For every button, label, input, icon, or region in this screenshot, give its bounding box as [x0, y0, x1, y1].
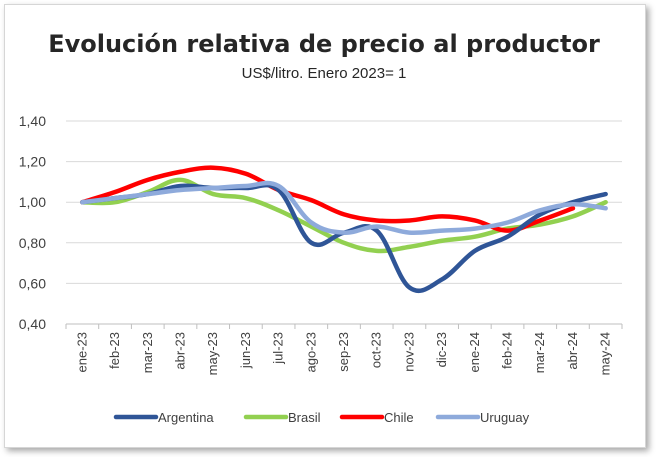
x-tick-label: ene-23	[74, 332, 89, 372]
y-tick-label: 1,40	[19, 113, 46, 129]
x-tick-label: dic-23	[434, 332, 449, 367]
legend-label-brasil: Brasil	[288, 410, 321, 425]
y-tick-label: 0,60	[19, 275, 46, 291]
x-tick-label: ago-23	[303, 332, 318, 372]
y-axis-ticks: 0,40 0,60 0,80 1,00 1,20 1,40	[19, 113, 46, 332]
x-tick-label: feb-24	[500, 332, 515, 369]
x-tick-label: nov-23	[401, 332, 416, 372]
x-tick-label: abr-23	[172, 332, 187, 370]
x-tick-label: abr-24	[565, 332, 580, 370]
x-tick-label: oct-23	[369, 332, 384, 368]
x-tick-label: may-23	[205, 332, 220, 375]
x-tick-label: jul-23	[271, 332, 286, 365]
series-lines	[80, 165, 608, 294]
y-tick-label: 0,80	[19, 235, 46, 251]
y-tick-label: 0,40	[19, 316, 46, 332]
chart-title: Evolución relativa de precio al producto…	[48, 30, 600, 58]
x-tick-label: sep-23	[336, 332, 351, 372]
series-line-uruguay	[80, 180, 608, 236]
legend-label-chile: Chile	[384, 410, 414, 425]
x-tick-label: feb-23	[107, 332, 122, 369]
x-tick-label: mar-24	[532, 332, 547, 373]
series-line-argentina	[80, 182, 608, 294]
legend-label-uruguay: Uruguay	[480, 410, 530, 425]
x-axis	[65, 323, 623, 329]
y-tick-label: 1,20	[19, 154, 46, 170]
x-tick-label: ene-24	[467, 332, 482, 372]
x-tick-label: may-24	[598, 332, 613, 375]
chart-subtitle: US$/litro. Enero 2023= 1	[241, 65, 407, 82]
legend-label-argentina: Argentina	[158, 410, 214, 425]
series-line-chile	[80, 165, 576, 233]
x-tick-label: jun-23	[238, 332, 253, 369]
legend: Argentina Brasil Chile Uruguay	[113, 410, 530, 425]
x-tick-label: mar-23	[140, 332, 155, 373]
y-tick-label: 1,00	[19, 194, 46, 210]
x-axis-ticks: ene-23 feb-23 mar-23 abr-23 may-23 jun-23 jul-…	[74, 332, 612, 375]
